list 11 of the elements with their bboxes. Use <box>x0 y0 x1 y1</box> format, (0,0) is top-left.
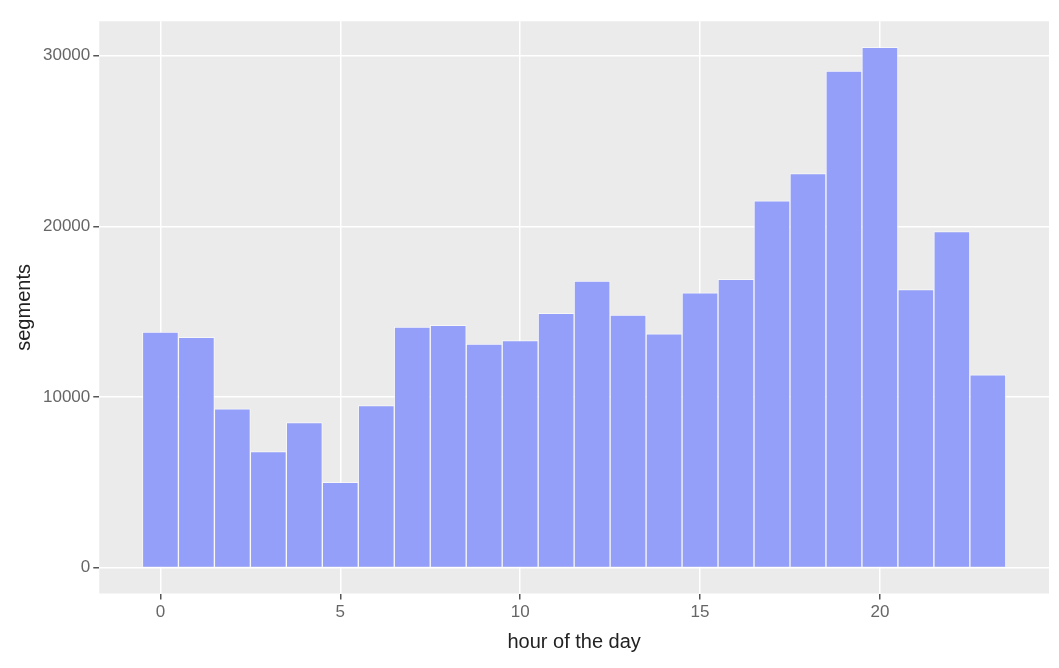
y-tick-label: 30000 <box>42 45 91 65</box>
y-tick-label: 20000 <box>42 216 91 236</box>
y-axis-title: segments <box>11 264 34 351</box>
x-tick-label: 10 <box>510 602 530 622</box>
x-tick-label: 15 <box>690 602 710 622</box>
y-tick-label: 0 <box>80 557 91 577</box>
x-axis-title: hour of the day <box>507 629 641 652</box>
x-tick-label: 5 <box>335 602 346 622</box>
y-tick-label: 10000 <box>42 386 91 406</box>
x-tick-label: 0 <box>155 602 166 622</box>
x-tick-label: 20 <box>870 602 890 622</box>
